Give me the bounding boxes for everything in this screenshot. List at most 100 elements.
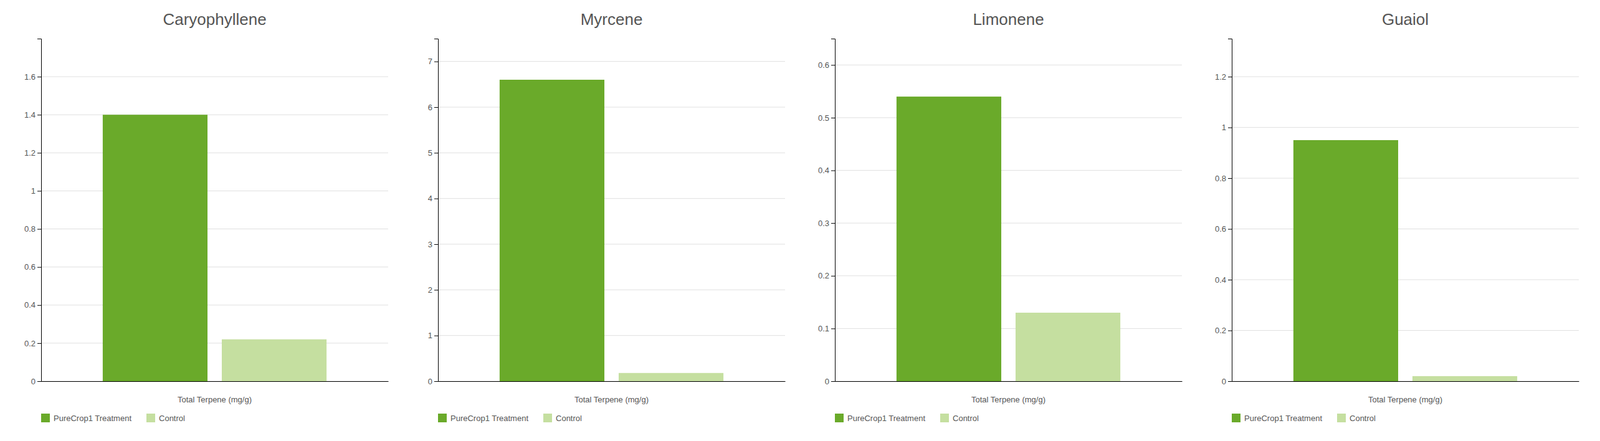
tick-mark <box>1228 279 1232 281</box>
tick: 0.4 <box>1214 275 1232 285</box>
tick-label: 0.6 <box>818 60 830 70</box>
bar <box>618 373 724 382</box>
legend-swatch <box>41 413 50 423</box>
tick-mark <box>1228 229 1232 230</box>
tick-mark <box>434 289 439 291</box>
axis-line <box>37 39 42 382</box>
tick-label: 0.2 <box>818 271 830 281</box>
legend-label: Control <box>1349 413 1376 424</box>
tick-mark <box>434 381 439 382</box>
tick-mark <box>831 170 835 172</box>
axis-line <box>1228 39 1233 382</box>
grid-line <box>1231 178 1579 179</box>
bars <box>102 114 327 382</box>
tick: 0 <box>824 376 835 387</box>
legend-swatch <box>1337 413 1346 423</box>
tick-label: 1 <box>428 330 433 341</box>
tick-mark <box>1228 178 1232 179</box>
tick-mark <box>1228 76 1232 78</box>
tick: 0.8 <box>24 224 42 234</box>
tick: 0 <box>1221 376 1232 387</box>
grid <box>1231 76 1579 382</box>
grid-line <box>834 170 1182 171</box>
legend-item: PureCrop1 Treatment <box>1231 413 1323 424</box>
grid <box>834 64 1182 382</box>
tick: 0.3 <box>818 218 835 229</box>
tick-mark <box>434 244 439 245</box>
tick-mark <box>1228 127 1232 129</box>
title: Limonene <box>972 9 1044 29</box>
grid-line <box>1231 330 1579 331</box>
tick: 0.1 <box>818 323 835 334</box>
tick-label: 0.4 <box>818 165 830 176</box>
y-axis: 00.20.40.60.811.21.41.6 <box>24 39 42 387</box>
tick-label: 0.6 <box>24 262 36 272</box>
tick: 0.6 <box>24 262 42 272</box>
legend-swatch <box>940 413 949 423</box>
panel: 00.20.40.60.811.2GuaiolTotal Terpene (mg… <box>1214 9 1580 424</box>
x-axis <box>1232 381 1580 383</box>
tick-label: 0.2 <box>1214 325 1227 336</box>
bars <box>1293 140 1518 382</box>
grid-line <box>41 381 389 382</box>
grid-line <box>1231 228 1579 230</box>
tick: 2 <box>428 285 439 295</box>
tick-mark <box>37 76 42 78</box>
legend-label: PureCrop1 Treatment <box>53 413 132 424</box>
bars <box>499 79 724 382</box>
tick-label: 5 <box>428 148 433 158</box>
figure: 00.20.40.60.811.21.41.6CaryophylleneTota… <box>0 0 1600 441</box>
grid-line <box>41 114 389 116</box>
tick: 1 <box>428 330 439 341</box>
tick-mark <box>37 190 42 192</box>
tick-mark <box>37 152 42 154</box>
tick-label: 1 <box>31 186 36 196</box>
tick-label: 0.5 <box>818 113 830 123</box>
bars <box>896 96 1121 382</box>
y-axis: 01234567 <box>428 39 439 387</box>
panel: 00.20.40.60.811.21.41.6CaryophylleneTota… <box>24 9 389 424</box>
tick: 0.6 <box>1214 224 1232 234</box>
tick: 1.4 <box>24 110 42 120</box>
tick-label: 1.6 <box>24 72 36 82</box>
axis-line <box>1232 381 1580 382</box>
bar <box>896 96 1002 382</box>
tick-mark <box>831 223 835 224</box>
tick: 0.2 <box>818 271 835 281</box>
legend-swatch <box>543 413 553 423</box>
tick: 1 <box>1221 122 1232 133</box>
bar <box>102 114 208 382</box>
x-label: Total Terpene (mg/g) <box>574 395 649 405</box>
title: Guaiol <box>1381 9 1429 29</box>
x-label: Total Terpene (mg/g) <box>971 395 1046 405</box>
legend-label: PureCrop1 Treatment <box>847 413 926 424</box>
panel: 0 0.1 0.2 0.3 0.4 0.5 0.6 Limonene Total Terpene… <box>818 9 1183 424</box>
legend-label: PureCrop1 Treatment <box>1244 413 1323 424</box>
legend-swatch <box>1231 413 1241 423</box>
tick-mark <box>434 152 439 154</box>
legend-item: PureCrop1 Treatment <box>834 413 926 424</box>
grid-line <box>834 381 1182 382</box>
tick-label: 1.4 <box>24 110 36 120</box>
tick-mark <box>1228 381 1232 382</box>
legend-item: Control <box>940 413 979 424</box>
tick-label: 0.2 <box>24 338 36 349</box>
tick-label: 0.1 <box>818 323 830 334</box>
grid-line <box>438 152 786 154</box>
tick: 0 <box>31 376 42 387</box>
tick-label: 0.4 <box>24 300 36 310</box>
tick: 0.4 <box>24 300 42 310</box>
legend: PureCrop1 TreatmentControl <box>438 413 582 424</box>
grid-line <box>834 223 1182 224</box>
grid-line <box>834 328 1182 329</box>
legend: PureCrop1 Treatment Control <box>1231 413 1376 424</box>
grid-line <box>438 289 786 291</box>
grid-line <box>41 228 389 230</box>
bar <box>1015 312 1121 382</box>
bar <box>221 339 327 382</box>
tick-mark <box>434 198 439 200</box>
bar <box>1293 140 1399 382</box>
legend: PureCrop1 Treatment Control <box>834 413 979 424</box>
tick: 0.2 <box>24 338 42 349</box>
grid <box>438 61 786 382</box>
